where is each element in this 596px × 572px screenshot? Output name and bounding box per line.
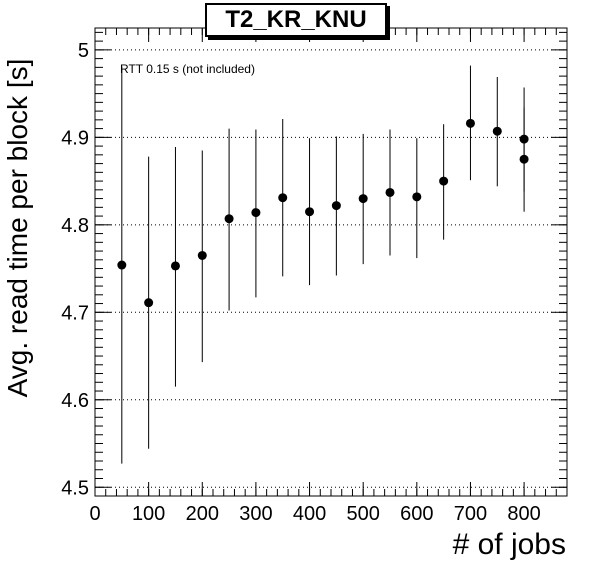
x-tick-label: 400 (293, 503, 326, 525)
data-point (197, 250, 207, 260)
data-point (439, 176, 449, 186)
plot-frame (94, 27, 568, 497)
x-tick-label: 100 (132, 503, 165, 525)
axis-ticks (94, 28, 568, 497)
data-point (144, 298, 154, 308)
y-tick-label: 4.5 (61, 477, 89, 499)
data-point (519, 154, 529, 164)
data-points (117, 118, 529, 308)
x-axis-label: # of jobs (452, 528, 566, 561)
tick-labels: 4.5 4.6 4.7 4.8 4.9 5 0 100 200 300 400 500 600 700 80… (61, 40, 541, 525)
x-tick-label: 800 (507, 503, 540, 525)
x-tick-label: 500 (346, 503, 379, 525)
y-tick-label: 4.8 (61, 215, 89, 237)
y-tick-label: 4.6 (61, 390, 89, 412)
y-axis-label: Avg. read time per block [s] (2, 58, 33, 398)
data-point (465, 118, 475, 128)
x-tick-label: 200 (186, 503, 219, 525)
data-point (251, 208, 261, 218)
data-point (385, 187, 395, 197)
data-point (358, 194, 368, 204)
y-tick-label: 5 (78, 40, 89, 62)
y-tick-label: 4.9 (61, 127, 89, 149)
x-tick-label: 600 (400, 503, 433, 525)
data-point (412, 192, 422, 202)
error-bars (121, 65, 525, 464)
data-point (224, 214, 234, 224)
data-point (331, 201, 341, 211)
data-point (305, 207, 315, 217)
data-point (117, 260, 127, 270)
x-tick-label: 300 (239, 503, 272, 525)
data-point (170, 261, 180, 271)
data-point (519, 134, 529, 144)
x-tick-label: 0 (89, 503, 100, 525)
grid-lines (95, 49, 567, 488)
annotation-text: RTT 0.15 s (not included) (120, 62, 255, 76)
x-tick-label: 700 (454, 503, 487, 525)
y-tick-label: 4.7 (61, 302, 89, 324)
data-point (492, 126, 502, 136)
chart-title: T2_KR_KNU (205, 3, 387, 37)
data-point (278, 193, 288, 203)
